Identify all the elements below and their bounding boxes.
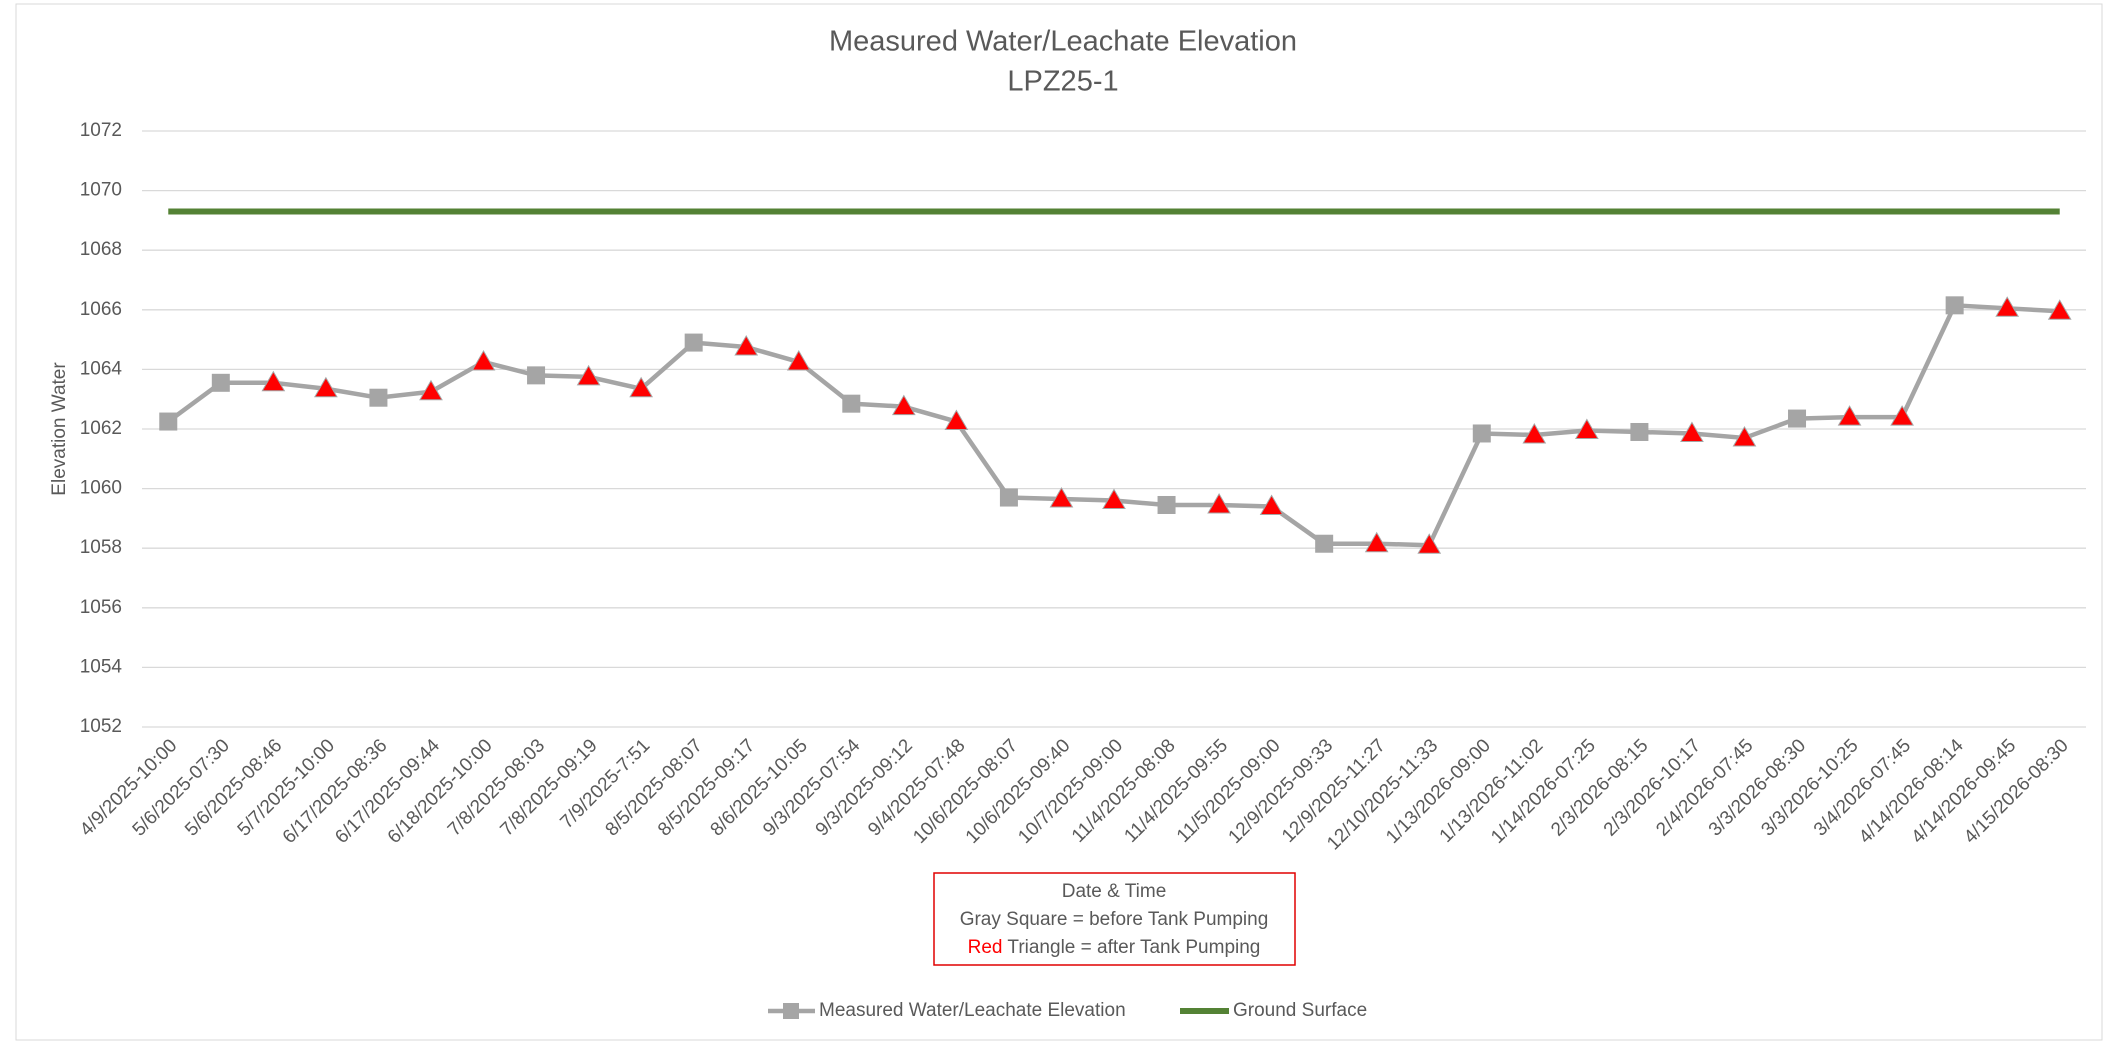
marker-triangle [1680,421,1704,442]
marker-square [999,488,1018,507]
y-tick-label: 1072 [80,120,122,141]
y-tick-label: 1054 [80,656,123,677]
legend-label: Ground Surface [1233,1000,1367,1021]
marker-square [1788,409,1807,428]
marker-triangle [314,376,338,398]
y-tick-label: 1060 [80,478,122,499]
marker-square [527,366,546,385]
legend-label: Measured Water/Leachate Elevation [819,1000,1126,1021]
marker-square [684,333,703,352]
marker-square [1945,296,1964,315]
chart-frame [15,3,2103,1041]
annotation-line: Red Triangle = after Tank Pumping [968,937,1261,958]
marker-square [211,373,230,392]
annotation-rest: Triangle = after Tank Pumping [1002,937,1260,958]
marker-triangle [734,335,759,356]
y-tick-label: 1052 [80,716,122,737]
y-axis-label: Elevation Water [49,362,70,496]
marker-triangle [944,409,969,431]
marker-square [1315,534,1334,553]
y-tick-label: 1062 [80,418,122,439]
marker-triangle [1417,533,1442,554]
marker-triangle [629,376,654,398]
y-tick-label: 1068 [80,239,122,260]
y-tick-label: 1058 [80,537,122,558]
marker-triangle [1207,492,1231,514]
marker-triangle [576,364,601,386]
marker-square [1630,422,1649,441]
y-tick-label: 1066 [80,299,122,320]
marker-triangle [1574,418,1599,439]
chart-title: Measured Water/Leachate Elevation [829,26,1297,58]
marker-triangle [1102,488,1126,510]
y-tick-label: 1056 [80,597,122,618]
marker-triangle [1049,487,1074,508]
marker-square [842,394,861,413]
marker-triangle [1890,405,1914,426]
marker-square [1157,495,1176,514]
marker-triangle [1259,494,1284,515]
marker-square [1472,424,1491,443]
annotation-box [933,872,1296,966]
y-tick-label: 1070 [80,180,122,201]
annotation-red: Red [968,937,1003,958]
marker-triangle [786,349,811,371]
marker-triangle [1522,422,1547,444]
chart-subtitle: LPZ25-1 [1007,66,1118,98]
annotation-line: Date & Time [1062,881,1167,902]
marker-triangle [261,370,286,392]
annotation-line: Gray Square = before Tank Pumping [960,909,1269,930]
marker-triangle [419,379,443,401]
marker-triangle [2047,299,2072,320]
marker-triangle [1364,531,1389,553]
legend-marker [783,1003,799,1019]
marker-square [159,412,178,431]
marker-square [369,388,388,407]
marker-triangle [1732,425,1757,447]
y-tick-label: 1064 [80,358,123,379]
marker-triangle [1995,296,2020,317]
marker-triangle [1837,405,1862,426]
marker-triangle [471,349,496,371]
marker-triangle [891,394,916,416]
